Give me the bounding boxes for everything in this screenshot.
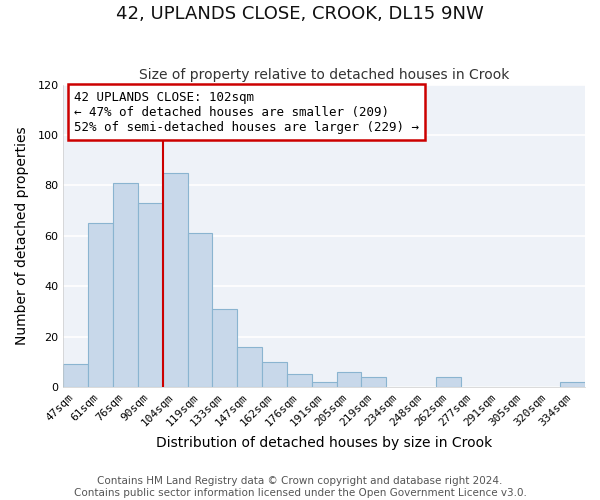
Text: 42 UPLANDS CLOSE: 102sqm
← 47% of detached houses are smaller (209)
52% of semi-: 42 UPLANDS CLOSE: 102sqm ← 47% of detach… (74, 90, 419, 134)
Bar (361, 377, 386, 387)
Bar (113, 183, 138, 387)
Text: 42, UPLANDS CLOSE, CROOK, DL15 9NW: 42, UPLANDS CLOSE, CROOK, DL15 9NW (116, 5, 484, 23)
Bar (337, 372, 361, 387)
Bar (64, 364, 88, 387)
Bar (138, 203, 163, 387)
Bar (262, 362, 287, 387)
Bar (163, 173, 188, 387)
Text: Contains HM Land Registry data © Crown copyright and database right 2024.
Contai: Contains HM Land Registry data © Crown c… (74, 476, 526, 498)
Bar (312, 382, 337, 387)
Bar (88, 223, 113, 387)
Title: Size of property relative to detached houses in Crook: Size of property relative to detached ho… (139, 68, 509, 82)
Bar (560, 382, 585, 387)
Bar (287, 374, 312, 387)
Bar (188, 234, 212, 387)
X-axis label: Distribution of detached houses by size in Crook: Distribution of detached houses by size … (156, 436, 492, 450)
Bar (436, 377, 461, 387)
Y-axis label: Number of detached properties: Number of detached properties (15, 126, 29, 345)
Bar (237, 347, 262, 387)
Bar (212, 309, 237, 387)
